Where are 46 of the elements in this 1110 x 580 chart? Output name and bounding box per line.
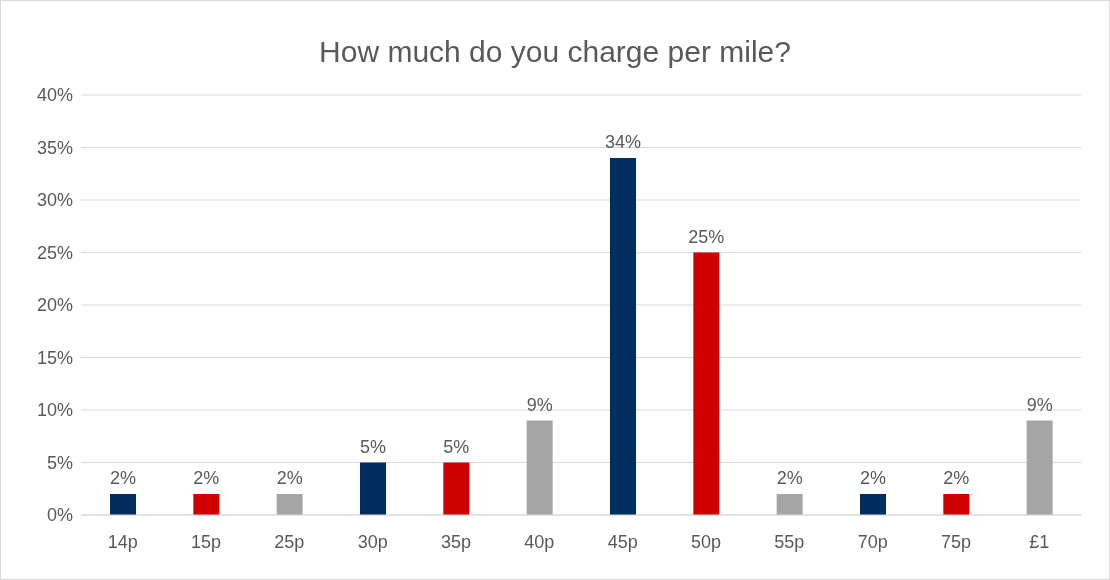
y-tick-label: 30% — [36, 190, 73, 211]
bar — [526, 420, 553, 515]
chart-title: How much do you charge per mile? — [318, 35, 792, 70]
y-tick-label: 20% — [36, 295, 73, 316]
data-label: 2% — [109, 468, 137, 488]
x-tick-label: 70p — [857, 531, 888, 552]
data-label: 25% — [688, 226, 725, 247]
data-label: 5% — [443, 436, 470, 457]
data-label: 34% — [604, 132, 642, 152]
bar — [693, 252, 720, 515]
y-tick-label: 5% — [46, 452, 73, 473]
bar — [860, 494, 886, 515]
bar — [776, 494, 803, 515]
y-tick-label: 10% — [36, 400, 73, 421]
data-label: 5% — [359, 436, 387, 457]
data-label: 2% — [776, 468, 803, 488]
y-tick-label: 40% — [36, 85, 73, 106]
x-tick-label: 35p — [440, 531, 472, 552]
x-tick-label: 45p — [607, 531, 638, 552]
bar — [110, 494, 136, 515]
x-tick-label: 25p — [274, 531, 305, 552]
bar — [610, 158, 636, 515]
data-label: 9% — [526, 394, 553, 415]
bar — [193, 494, 220, 515]
data-label: 2% — [943, 468, 970, 488]
bar — [443, 462, 470, 515]
y-tick-label: 15% — [36, 347, 73, 368]
x-tick-label: 55p — [774, 531, 805, 552]
x-tick-label: 50p — [690, 531, 722, 552]
data-label: 9% — [1026, 394, 1053, 415]
data-label: 2% — [276, 468, 303, 488]
x-tick-label: 40p — [524, 531, 555, 552]
bar — [943, 494, 970, 515]
y-tick-label: 25% — [36, 242, 73, 263]
y-tick-label: 0% — [46, 505, 73, 526]
x-tick-label: £1 — [1029, 531, 1050, 552]
bar — [276, 494, 303, 515]
bar — [360, 462, 386, 515]
x-tick-label: 14p — [107, 531, 138, 552]
x-tick-label: 15p — [190, 531, 222, 552]
data-label: 2% — [193, 468, 220, 488]
x-tick-label: 30p — [357, 531, 388, 552]
x-tick-label: 75p — [940, 531, 972, 552]
data-label: 2% — [859, 468, 887, 488]
y-tick-label: 35% — [36, 137, 73, 158]
bar — [1026, 420, 1053, 515]
